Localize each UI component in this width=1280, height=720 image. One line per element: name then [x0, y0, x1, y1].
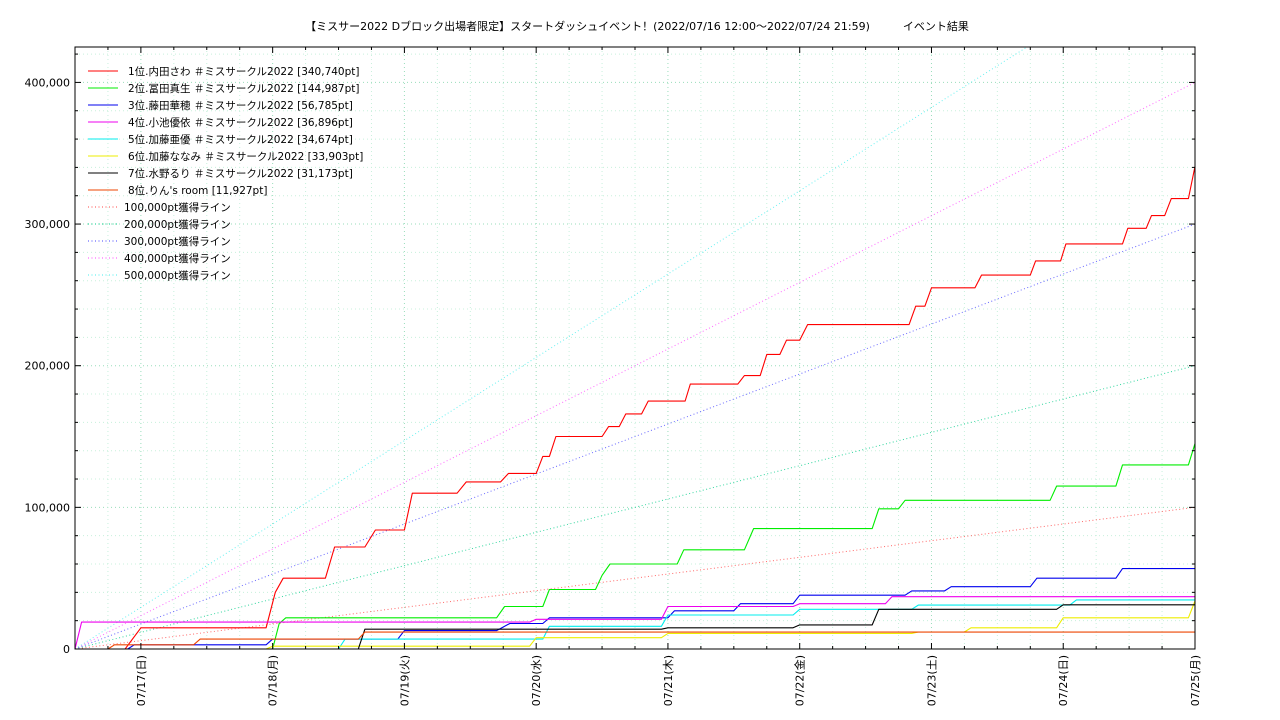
series-line: [265, 600, 1196, 650]
legend-label: 5位.加藤亜優 ＃ミスサークル2022 [34,674pt]: [128, 133, 353, 146]
x-tick-label: 07/21(木): [662, 655, 675, 706]
legend-label: 100,000pt獲得ライン: [124, 201, 231, 214]
reference-line: [74, 46, 1028, 650]
y-tick-label: 300,000: [25, 218, 71, 231]
legend-label: 1位.内田さわ ＃ミスサークル2022 [340,740pt]: [128, 65, 360, 78]
legend-label: 300,000pt獲得ライン: [124, 235, 231, 248]
legend-label: 8位.りん's room [11,927pt]: [128, 184, 267, 197]
y-tick-label: 0: [63, 643, 70, 656]
series-line: [74, 596, 1195, 650]
x-tick-label: 07/24(日): [1057, 655, 1070, 706]
series-line: [107, 631, 1195, 650]
series-line: [357, 604, 1195, 650]
legend-label: 4位.小池優依 ＃ミスサークル2022 [36,896pt]: [128, 116, 353, 129]
reference-line: [74, 365, 1196, 650]
y-tick-label: 200,000: [25, 360, 71, 373]
x-tick-label: 07/25(月): [1189, 655, 1202, 706]
y-tick-label: 100,000: [25, 501, 71, 514]
y-tick-label: 400,000: [25, 76, 71, 89]
chart-legend: 1位.内田さわ ＃ミスサークル2022 [340,740pt] 2位.冨田真生 ＃…: [88, 65, 363, 282]
legend-label: 400,000pt獲得ライン: [124, 252, 231, 265]
axes: 0 100,000 200,000 300,000 400,000 07/17(日) 07/…: [25, 47, 1202, 706]
series-lines: [74, 166, 1196, 650]
x-tick-label: 07/17(日): [135, 655, 148, 706]
reference-line: [74, 506, 1196, 650]
x-tick-label: 07/23(土): [925, 655, 938, 706]
reference-line: [74, 223, 1196, 650]
series-line: [272, 443, 1196, 650]
legend-label: 6位.加藤ななみ ＃ミスサークル2022 [33,903pt]: [128, 150, 363, 163]
legend-label: 7位.水野るり ＃ミスサークル2022 [31,173pt]: [128, 167, 353, 180]
x-tick-label: 07/18(月): [267, 655, 280, 706]
x-tick-label: 07/22(金): [793, 655, 807, 706]
x-tick-label: 07/19(火): [398, 655, 411, 706]
x-tick-label: 07/20(水): [530, 655, 543, 706]
series-line: [124, 166, 1196, 650]
legend-label: 3位.藤田華穂 ＃ミスサークル2022 [56,785pt]: [128, 99, 353, 112]
legend-label: 200,000pt獲得ライン: [124, 218, 231, 231]
reference-lines: [74, 46, 1196, 650]
chart-title: 【ミスサー2022 Dブロック出場者限定】スタートダッシュイベント！(2022/…: [305, 19, 969, 33]
chart-grid: [75, 47, 1195, 649]
legend-label: 2位.冨田真生 ＃ミスサークル2022 [144,987pt]: [128, 82, 360, 95]
legend-label: 500,000pt獲得ライン: [124, 269, 231, 282]
